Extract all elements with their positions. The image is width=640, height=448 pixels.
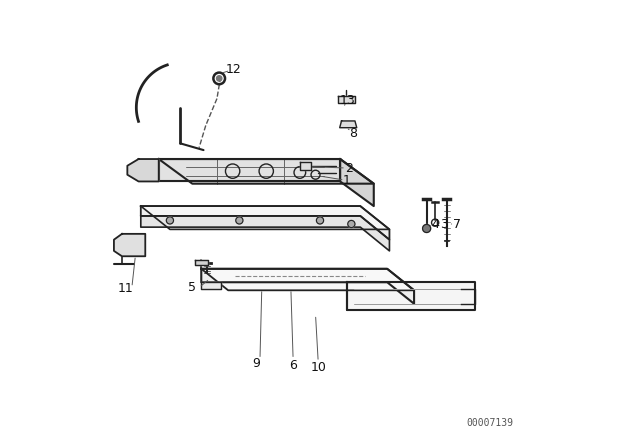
Polygon shape xyxy=(141,206,389,240)
Circle shape xyxy=(166,217,173,224)
Text: 7: 7 xyxy=(453,217,461,231)
Circle shape xyxy=(422,224,431,233)
Text: 8: 8 xyxy=(349,126,358,140)
Polygon shape xyxy=(338,96,355,103)
Polygon shape xyxy=(202,282,221,289)
Text: 2: 2 xyxy=(345,161,353,175)
Polygon shape xyxy=(141,216,389,251)
Polygon shape xyxy=(202,269,414,304)
Text: 1: 1 xyxy=(343,173,351,187)
Circle shape xyxy=(216,76,222,81)
Text: 12: 12 xyxy=(226,63,242,76)
Polygon shape xyxy=(340,121,356,128)
Polygon shape xyxy=(347,282,475,310)
Circle shape xyxy=(236,217,243,224)
Polygon shape xyxy=(159,159,340,181)
Polygon shape xyxy=(300,162,311,170)
Text: 00007139: 00007139 xyxy=(467,418,514,428)
Text: 4: 4 xyxy=(431,217,440,231)
Text: 11: 11 xyxy=(117,282,133,296)
Text: 3: 3 xyxy=(440,217,447,231)
Text: 10: 10 xyxy=(311,361,327,374)
Text: 6: 6 xyxy=(289,358,297,372)
Polygon shape xyxy=(159,159,374,184)
Polygon shape xyxy=(195,260,208,265)
Text: 5: 5 xyxy=(188,281,196,294)
Text: 13: 13 xyxy=(340,94,356,108)
Polygon shape xyxy=(127,159,159,181)
Polygon shape xyxy=(340,159,374,206)
Polygon shape xyxy=(141,206,389,229)
Text: 9: 9 xyxy=(252,357,260,370)
Polygon shape xyxy=(202,269,414,290)
Polygon shape xyxy=(114,234,145,256)
Circle shape xyxy=(348,220,355,228)
Circle shape xyxy=(316,217,324,224)
